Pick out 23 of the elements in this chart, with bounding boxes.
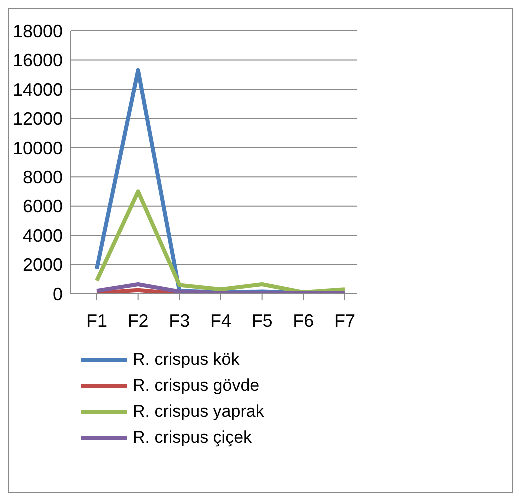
x-tick-label: F2 [128, 310, 149, 331]
line-series [95, 282, 347, 294]
y-tick-label: 0 [52, 284, 63, 304]
y-tick-label: 16000 [12, 50, 63, 71]
x-tick-label: F7 [334, 310, 356, 331]
y-tick-label: 10000 [12, 138, 63, 158]
y-tick-label: 6000 [22, 196, 63, 217]
y-tick-label: 14000 [12, 80, 63, 100]
legend-label: R. crispus çiçek [133, 428, 252, 448]
y-tick-label: 12000 [12, 109, 63, 130]
y-tick-label: 18000 [12, 21, 63, 42]
y-tick-label: 8000 [22, 168, 63, 188]
x-tick-label: F5 [252, 310, 273, 331]
x-tick-label: F4 [210, 310, 232, 331]
legend-label: R. crispus gövde [133, 376, 260, 396]
x-tick-label: F3 [169, 310, 190, 331]
x-tick-label: F6 [293, 310, 314, 331]
legend-label: R. crispus kök [133, 350, 240, 370]
line-series [95, 190, 347, 294]
y-tick-label: 4000 [22, 226, 63, 246]
x-tick-label: F1 [86, 310, 108, 331]
legend-label: R. crispus yaprak [133, 402, 264, 422]
y-tick-label: 2000 [22, 255, 63, 276]
